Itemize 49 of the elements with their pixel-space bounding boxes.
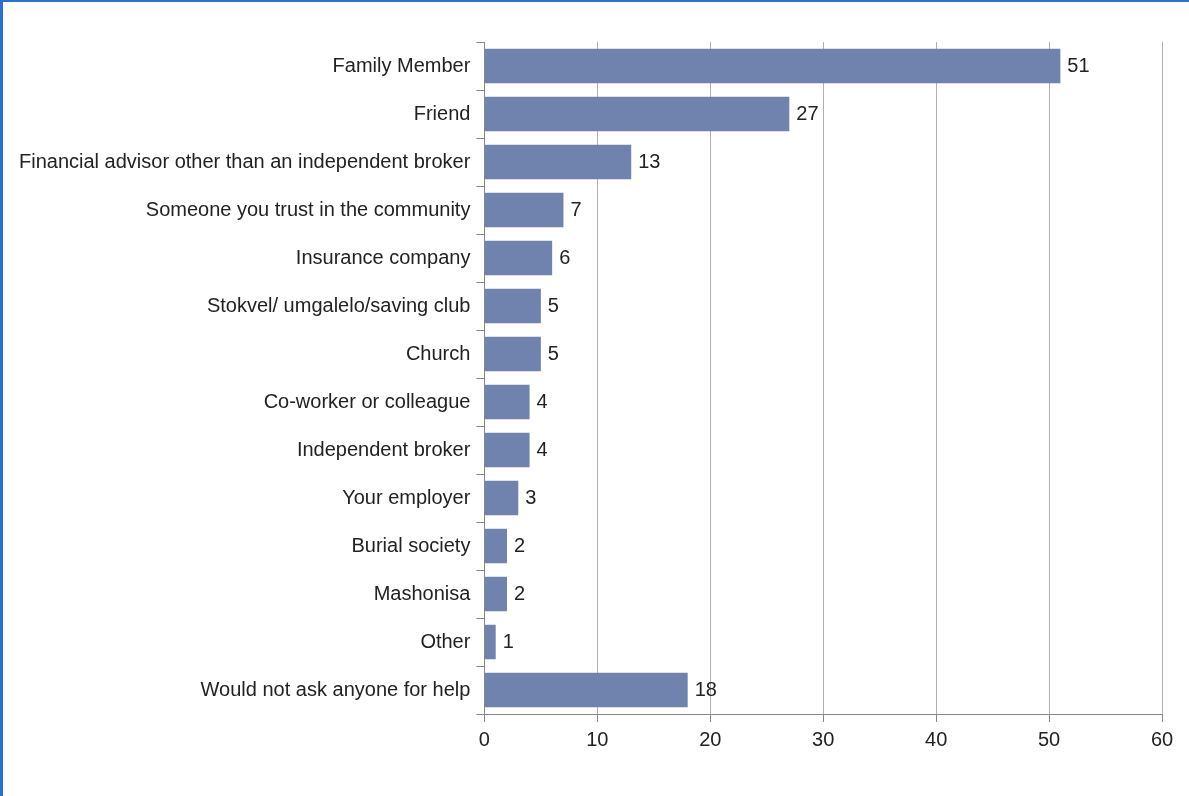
bar [484,144,632,180]
y-tick-label: Stokvel/ umgalelo/saving club [206,293,471,316]
data-label: 4 [536,437,548,460]
bar [484,576,507,612]
bar [484,624,496,660]
bar [484,48,1061,84]
y-tick-label: Burial society [351,533,471,556]
bar [484,336,541,372]
x-tick-label: 10 [586,727,609,750]
bar [484,480,519,516]
data-label: 3 [525,485,537,508]
x-tick-label: 0 [478,727,490,750]
data-label: 18 [694,677,717,700]
bar [484,192,564,228]
data-label: 51 [1067,53,1090,76]
y-tick-label: Would not ask anyone for help [200,677,471,700]
y-tick-label: Friend [413,101,471,124]
y-tick-label: Independent broker [296,437,471,460]
bar [484,432,530,468]
bar [484,288,541,324]
bar [484,672,688,708]
data-label: 4 [536,389,548,412]
bar [484,240,553,276]
data-label: 2 [513,533,526,556]
y-tick-label: Insurance company [295,245,471,268]
x-tick-label: 30 [812,727,835,750]
y-tick-label: Mashonisa [373,581,472,604]
data-label: 6 [559,245,571,268]
data-label: 5 [547,341,559,364]
bar [484,384,530,420]
y-tick-label: Someone you trust in the community [145,197,471,220]
data-label: 5 [547,293,559,316]
data-label: 7 [570,197,582,220]
x-tick-label: 40 [925,727,948,750]
data-label: 27 [796,101,819,124]
y-tick-label: Church [405,341,471,364]
y-tick-label: Co-worker or colleague [263,389,471,412]
bar [484,96,790,132]
x-tick-label: 60 [1150,727,1174,750]
data-label: 13 [638,149,661,172]
x-tick-label: 20 [699,727,722,750]
x-tick-label: 50 [1037,727,1061,750]
y-tick-label: Family Member [332,53,471,76]
data-label: 2 [513,581,526,604]
y-tick-label: Your employer [342,485,471,508]
y-tick-label: Financial advisor other than an independent broker [19,149,471,172]
y-tick-label: Other [420,629,471,652]
bar [484,528,507,564]
data-label: 1 [502,629,514,652]
